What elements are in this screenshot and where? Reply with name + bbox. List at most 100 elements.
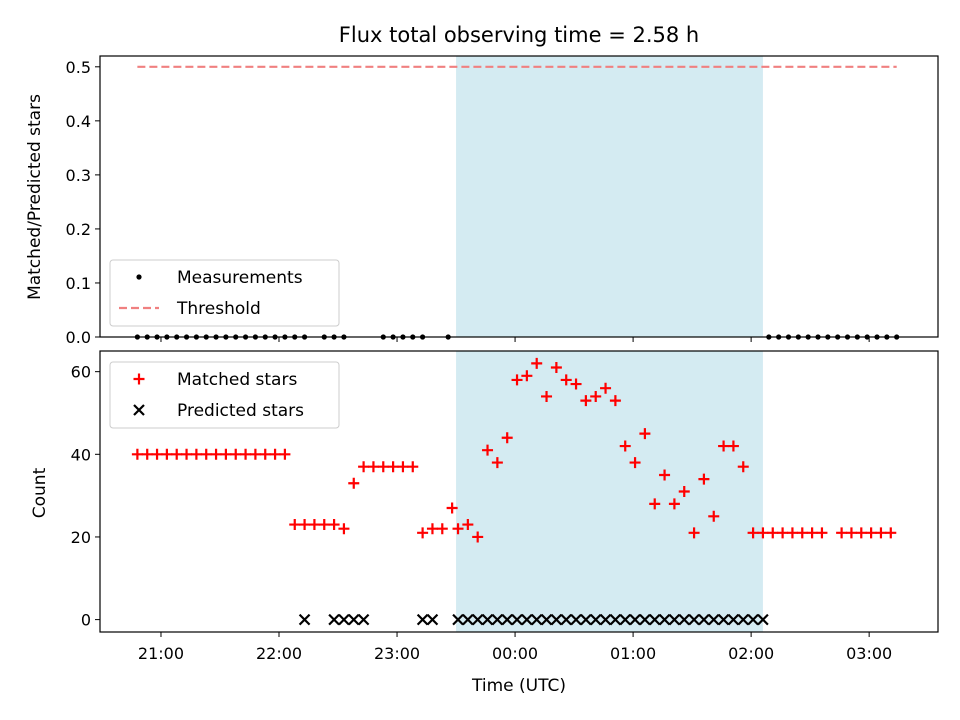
bottom-series-0-point (718, 440, 730, 452)
bottom-series-0-point (249, 448, 261, 460)
bottom-series-0-point (426, 523, 438, 535)
bottom-series-0-point (698, 473, 710, 485)
bottom-shaded-interval (456, 351, 763, 632)
bottom-series-1-point (491, 613, 504, 626)
bottom-series-0-point (269, 448, 281, 460)
bottom-series-0-point (629, 457, 641, 469)
bottom-series-1-point (698, 613, 710, 626)
bottom-legend-swatch (133, 404, 145, 416)
bottom-series-0-point (417, 527, 429, 539)
x-tick-label: 02:00 (728, 644, 774, 663)
bottom-panel: 0 20 40 60 21:00 22:00 23:00 00:00 01:00 02:00 03:… (71, 350, 939, 663)
bottom-series-0-point (289, 519, 301, 531)
bottom-series-0-point (845, 527, 857, 539)
bottom-series-0-point (570, 378, 582, 390)
top-legend (109, 259, 340, 327)
bottom-series-0-point (181, 448, 193, 460)
bottom-series-0-point (737, 461, 749, 473)
bottom-series-1-point (357, 613, 370, 626)
bottom-series-1-point (298, 613, 311, 626)
bottom-series-1-point (599, 613, 612, 626)
bottom-series-0-point (550, 362, 562, 374)
bottom-series-0-point (190, 448, 202, 460)
bottom-series-0-point (619, 440, 631, 452)
bottom-series-1-point (570, 613, 582, 626)
top-y-tick-label: 0.4 (66, 112, 91, 131)
bottom-series-1-point (550, 613, 563, 626)
x-tick-label: 22:00 (256, 644, 302, 663)
top-axes-frame (99, 55, 939, 338)
bottom-series-0-point (472, 531, 484, 543)
bottom-series-0-point (279, 448, 291, 460)
bottom-series-0-point (308, 519, 320, 531)
top-legend-label: Measurements (177, 268, 303, 288)
bottom-series-1-point (530, 613, 543, 626)
bottom-series-0-point (452, 523, 464, 535)
bottom-series-1-point (747, 613, 759, 626)
bottom-series-0-point (757, 527, 769, 539)
bottom-series-1-point (609, 613, 622, 626)
x-axis-label: Time (UTC) (471, 676, 566, 696)
top-shaded-interval (456, 56, 763, 337)
bottom-series-0-point (777, 527, 789, 539)
bottom-series-0-point (541, 390, 553, 402)
bottom-series-0-point (688, 527, 700, 539)
bottom-series-1-point (717, 613, 730, 626)
x-tick-label: 01:00 (610, 644, 656, 663)
bottom-series-0-point (397, 461, 409, 473)
bottom-series-0-point (511, 374, 523, 386)
bottom-series-1-point (511, 613, 523, 626)
bottom-series-0-point (727, 440, 739, 452)
bottom-series-1-point (416, 613, 429, 626)
bottom-series-0-point (318, 519, 330, 531)
bottom-series-1-point (678, 613, 691, 626)
bottom-series-0-point (230, 448, 242, 460)
bottom-series-1-point (338, 613, 350, 626)
bottom-series-1-point (589, 613, 602, 626)
bottom-series-0-point (210, 448, 222, 460)
bottom-series-0-point (659, 469, 671, 481)
bottom-series-0-point (590, 390, 602, 402)
bottom-series-0-point (338, 523, 350, 535)
bottom-series-0-point (367, 461, 379, 473)
bottom-series-1-point (540, 613, 553, 626)
bottom-series-0-point (482, 444, 494, 456)
chart-title: Flux total observing time = 2.58 h (339, 23, 699, 47)
bottom-series-0-point (678, 486, 690, 497)
bottom-y-tick-label: 60 (71, 363, 91, 382)
bottom-series-0-point (875, 527, 887, 539)
bottom-series-1-point (619, 613, 632, 626)
top-legend-swatch (136, 274, 142, 280)
bottom-series-1-point (426, 613, 439, 626)
top-y-tick-label: 0.3 (66, 166, 91, 185)
bottom-axes-frame (99, 350, 939, 633)
x-tick-label: 03:00 (846, 644, 892, 663)
bottom-series-0-point (377, 461, 389, 473)
bottom-series-1-point (658, 613, 671, 626)
top-y-tick-label: 0.5 (66, 58, 91, 77)
bottom-series-0-point (328, 519, 340, 531)
bottom-series-0-point (836, 527, 848, 539)
bottom-series-0-point (299, 519, 311, 531)
bottom-series-1-point (501, 613, 513, 626)
bottom-series-0-point (501, 432, 513, 444)
bottom-series-0-point (348, 477, 360, 489)
top-y-tick-label: 0.2 (66, 220, 91, 239)
bottom-series-0-point (171, 448, 183, 460)
bottom-y-tick-label: 0 (81, 611, 91, 630)
top-y-tick-label: 0.0 (66, 328, 91, 347)
bottom-series-0-point (639, 428, 651, 440)
bottom-series-0-point (855, 527, 867, 539)
bottom-series-1-point (639, 613, 651, 626)
bottom-series-0-point (600, 382, 612, 394)
bottom-series-1-point (481, 613, 494, 626)
bottom-series-1-point (757, 613, 769, 626)
bottom-series-1-point (688, 613, 700, 626)
bottom-series-0-point (141, 448, 153, 460)
bottom-series-0-point (131, 448, 143, 460)
bottom-series-0-point (767, 527, 779, 539)
bottom-series-0-point (161, 448, 173, 460)
top-y-axis-label: Matched/Predicted stars (25, 94, 45, 300)
x-tick-label: 23:00 (374, 644, 420, 663)
